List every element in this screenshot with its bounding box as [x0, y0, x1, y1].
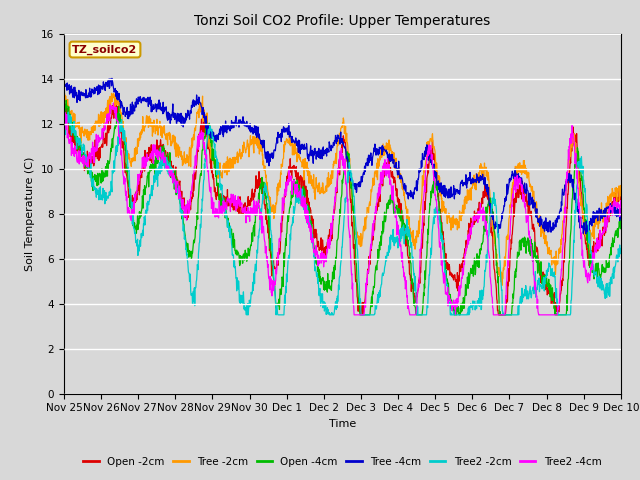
Y-axis label: Soil Temperature (C): Soil Temperature (C) — [26, 156, 35, 271]
Tree -2cm — [126, 155, 134, 161]
Open -4cm — [104, 173, 111, 179]
Tree -2cm — [498, 283, 506, 288]
Tree2 -2cm — [65, 109, 72, 115]
Tree -2cm — [617, 193, 625, 199]
Tree2 -4cm — [109, 100, 117, 106]
Tree -4cm — [582, 231, 589, 237]
Open -4cm — [617, 210, 625, 216]
Tree -2cm — [103, 111, 111, 117]
Title: Tonzi Soil CO2 Profile: Upper Temperatures: Tonzi Soil CO2 Profile: Upper Temperatur… — [195, 14, 490, 28]
Open -2cm — [60, 98, 68, 104]
Tree -2cm — [296, 155, 304, 160]
Tree -4cm — [308, 147, 316, 153]
Tree -4cm — [60, 82, 68, 87]
Line: Tree -2cm: Tree -2cm — [64, 84, 621, 286]
Tree -4cm — [617, 215, 625, 221]
Tree2 -2cm — [617, 246, 625, 252]
Open -4cm — [62, 97, 70, 103]
Tree -4cm — [378, 144, 385, 150]
Open -4cm — [60, 99, 68, 105]
Tree2 -2cm — [308, 231, 316, 237]
Tree2 -4cm — [617, 198, 625, 204]
Tree -2cm — [308, 183, 316, 189]
Line: Tree -4cm: Tree -4cm — [64, 78, 621, 234]
Tree2 -2cm — [126, 191, 134, 197]
Tree2 -2cm — [104, 193, 111, 199]
Line: Tree2 -2cm: Tree2 -2cm — [64, 112, 621, 315]
Open -2cm — [495, 312, 502, 318]
Tree2 -2cm — [243, 312, 250, 318]
Tree2 -4cm — [126, 214, 134, 220]
Open -2cm — [617, 192, 625, 197]
Tree2 -2cm — [60, 127, 68, 133]
Tree2 -4cm — [378, 179, 385, 184]
Open -4cm — [378, 235, 385, 241]
Tree -4cm — [103, 84, 111, 89]
X-axis label: Time: Time — [329, 419, 356, 429]
Open -4cm — [126, 187, 134, 192]
Tree -2cm — [318, 187, 326, 193]
Open -2cm — [318, 244, 326, 250]
Tree2 -2cm — [297, 201, 305, 207]
Open -2cm — [308, 220, 316, 226]
Tree -2cm — [377, 154, 385, 160]
Tree2 -4cm — [350, 312, 358, 318]
Tree -4cm — [126, 110, 134, 116]
Tree -2cm — [60, 82, 68, 87]
Tree -4cm — [108, 75, 116, 81]
Text: TZ_soilco2: TZ_soilco2 — [72, 44, 138, 55]
Open -4cm — [356, 312, 364, 318]
Open -2cm — [378, 179, 385, 184]
Line: Open -4cm: Open -4cm — [64, 100, 621, 315]
Open -2cm — [103, 133, 111, 139]
Tree2 -4cm — [60, 109, 68, 115]
Line: Tree2 -4cm: Tree2 -4cm — [64, 103, 621, 315]
Tree2 -4cm — [103, 111, 111, 117]
Open -4cm — [318, 276, 326, 281]
Tree2 -4cm — [297, 185, 305, 191]
Open -4cm — [308, 233, 316, 239]
Open -4cm — [297, 187, 305, 192]
Tree2 -4cm — [318, 253, 326, 259]
Tree2 -2cm — [378, 282, 385, 288]
Open -2cm — [297, 173, 305, 179]
Line: Open -2cm: Open -2cm — [64, 101, 621, 315]
Open -2cm — [126, 197, 134, 203]
Tree -4cm — [297, 142, 305, 148]
Tree2 -4cm — [308, 239, 316, 244]
Legend: Open -2cm, Tree -2cm, Open -4cm, Tree -4cm, Tree2 -2cm, Tree2 -4cm: Open -2cm, Tree -2cm, Open -4cm, Tree -4… — [79, 453, 605, 471]
Tree -4cm — [318, 156, 326, 162]
Tree2 -2cm — [319, 291, 326, 297]
Open -2cm — [112, 98, 120, 104]
